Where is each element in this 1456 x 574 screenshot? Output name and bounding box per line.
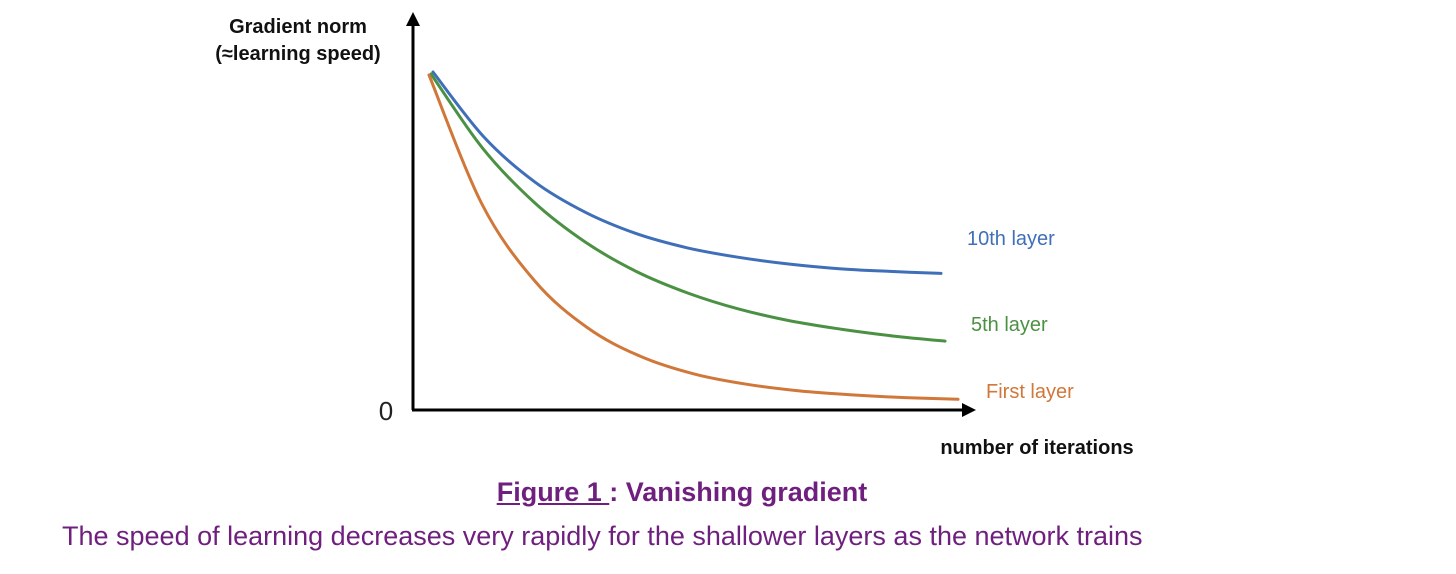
figure-caption-title: Figure 1 : Vanishing gradient <box>0 477 1364 508</box>
figure-caption-text: The speed of learning decreases very rap… <box>62 521 1143 551</box>
series-label-first-layer: First layer <box>986 381 1074 403</box>
figure-number: Figure 1 <box>496 477 610 507</box>
y-axis-label-line-2: (≈learning speed) <box>215 43 380 65</box>
series-label-10th-layer: 10th layer <box>967 228 1055 250</box>
caption-separator: : <box>609 477 626 507</box>
y-axis-label-line-1: Gradient norm <box>229 16 367 38</box>
y-tick-label: 0 <box>379 396 393 426</box>
series-line-5th-layer <box>429 72 947 343</box>
series-label-5th-layer: 5th layer <box>971 314 1048 336</box>
x-axis-label: number of iterations <box>940 437 1133 459</box>
series-line-first-layer <box>427 73 960 401</box>
series-line-10th-layer <box>431 70 943 275</box>
y-axis-arrow-icon <box>406 12 420 26</box>
figure-title: Vanishing gradient <box>625 477 868 507</box>
x-axis-arrow-icon <box>962 403 976 417</box>
